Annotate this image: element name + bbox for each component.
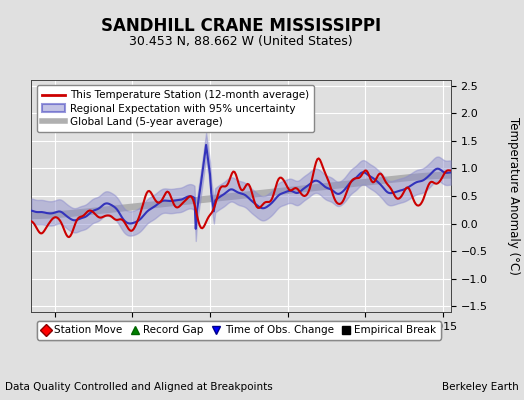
Global Land (5-year average) — [142, 203, 148, 208]
This Temperature Station (12-month average) — [28, 219, 35, 224]
Global Land (5-year average) — [112, 206, 118, 211]
This Temperature Station (12-month average) — [114, 218, 120, 222]
Line: This Temperature Station (12-month average): This Temperature Station (12-month avera… — [31, 158, 451, 237]
Text: 30.453 N, 88.662 W (United States): 30.453 N, 88.662 W (United States) — [129, 36, 353, 48]
Legend: Station Move, Record Gap, Time of Obs. Change, Empirical Break: Station Move, Record Gap, Time of Obs. C… — [37, 321, 441, 340]
Text: Data Quality Controlled and Aligned at Breakpoints: Data Quality Controlled and Aligned at B… — [5, 382, 273, 392]
Text: SANDHILL CRANE MISSISSIPPI: SANDHILL CRANE MISSISSIPPI — [101, 17, 381, 35]
Global Land (5-year average) — [393, 176, 399, 181]
This Temperature Station (12-month average) — [66, 235, 72, 240]
Regional Expectation with 95% uncertainty — [193, 226, 199, 231]
Global Land (5-year average) — [28, 213, 35, 218]
Regional Expectation with 95% uncertainty — [405, 185, 411, 190]
Regional Expectation with 95% uncertainty — [78, 216, 84, 221]
Regional Expectation with 95% uncertainty — [28, 208, 35, 213]
Regional Expectation with 95% uncertainty — [203, 142, 209, 147]
This Temperature Station (12-month average) — [79, 214, 85, 219]
This Temperature Station (12-month average) — [447, 168, 454, 173]
This Temperature Station (12-month average) — [396, 196, 402, 201]
Regional Expectation with 95% uncertainty — [447, 170, 454, 175]
Y-axis label: Temperature Anomaly (°C): Temperature Anomaly (°C) — [507, 117, 520, 275]
Global Land (5-year average) — [447, 173, 454, 178]
Global Land (5-year average) — [402, 176, 409, 180]
Line: Global Land (5-year average): Global Land (5-year average) — [31, 175, 451, 216]
Regional Expectation with 95% uncertainty — [396, 188, 402, 193]
Text: Berkeley Earth: Berkeley Earth — [442, 382, 519, 392]
Regional Expectation with 95% uncertainty — [110, 204, 116, 208]
Regional Expectation with 95% uncertainty — [142, 211, 148, 216]
Line: Regional Expectation with 95% uncertainty: Regional Expectation with 95% uncertaint… — [31, 145, 451, 229]
This Temperature Station (12-month average) — [144, 191, 150, 196]
This Temperature Station (12-month average) — [111, 216, 117, 221]
Global Land (5-year average) — [78, 210, 84, 215]
Regional Expectation with 95% uncertainty — [112, 206, 118, 210]
Global Land (5-year average) — [110, 207, 116, 212]
This Temperature Station (12-month average) — [315, 156, 322, 161]
This Temperature Station (12-month average) — [405, 185, 411, 190]
